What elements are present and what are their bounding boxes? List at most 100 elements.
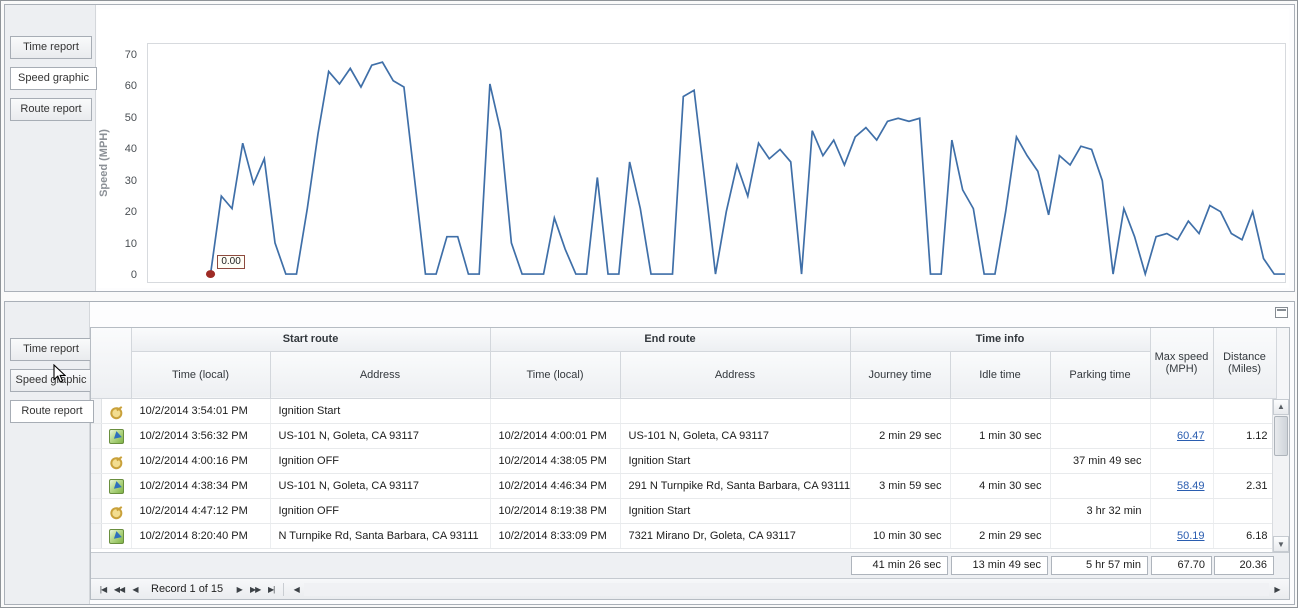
tab-speed-graphic[interactable]: Speed graphic xyxy=(10,369,92,392)
cell-journey-time: 3 min 59 sec xyxy=(850,473,951,499)
y-tick-label: 0 xyxy=(130,269,137,281)
cell-journey-time xyxy=(850,498,951,524)
hscroll-track[interactable] xyxy=(304,582,1269,596)
cell-end-time xyxy=(490,398,621,424)
column-header-journey-time[interactable]: Journey time xyxy=(850,351,951,399)
y-axis-title-text: Speed (MPH) xyxy=(98,129,110,197)
tab-label: Time report xyxy=(23,343,79,355)
cell-parking-time xyxy=(1050,398,1151,424)
summary-parking-time: 5 hr 57 min xyxy=(1051,556,1148,575)
cell-max-speed xyxy=(1150,398,1214,424)
column-header-end-address[interactable]: Address xyxy=(620,351,851,399)
cell-distance: 1.12 xyxy=(1213,423,1277,449)
summary-max-speed: 67.70 xyxy=(1151,556,1212,575)
tab-time-report[interactable]: Time report xyxy=(10,338,92,361)
grid-rows-area: 10/2/2014 3:54:01 PM Ignition Start 10/2… xyxy=(91,398,1289,552)
cell-parking-time xyxy=(1050,473,1151,499)
hscroll-left-icon[interactable]: ◀ xyxy=(293,584,300,594)
y-tick-label: 50 xyxy=(124,111,137,124)
tab-speed-graphic[interactable]: Speed graphic xyxy=(10,67,97,90)
cell-start-time: 10/2/2014 4:00:16 PM xyxy=(131,448,271,474)
table-row[interactable]: 10/2/2014 4:38:34 PM US-101 N, Goleta, C… xyxy=(91,473,1277,499)
cell-idle-time: 4 min 30 sec xyxy=(950,473,1051,499)
cell-journey-time xyxy=(850,398,951,424)
column-header-distance[interactable]: Distance (Miles) xyxy=(1213,328,1277,399)
row-indicator xyxy=(91,398,102,424)
start-marker xyxy=(205,270,216,279)
key-icon xyxy=(105,500,127,522)
table-row[interactable]: 10/2/2014 3:56:32 PM US-101 N, Goleta, C… xyxy=(91,423,1277,449)
horizontal-scrollbar[interactable]: ◀ ▶ xyxy=(288,579,1285,599)
group-header-start-route: Start route xyxy=(131,328,491,352)
speed-chart-svg xyxy=(205,44,1285,279)
route-icon xyxy=(108,428,124,444)
route-icon xyxy=(108,478,124,494)
speed-line xyxy=(211,62,1285,274)
max-speed-link[interactable]: 60.47 xyxy=(1176,430,1205,442)
route-report-grid: Start route End route Time info Max spee… xyxy=(90,327,1290,600)
tab-route-report[interactable]: Route report xyxy=(10,400,94,423)
scrollbar-thumb[interactable] xyxy=(1274,415,1288,456)
route-report-panel: Time report Speed graphic Route report S… xyxy=(4,301,1295,605)
prev-page-icon[interactable]: ◀◀ xyxy=(113,584,125,594)
cell-distance xyxy=(1213,398,1277,424)
row-indicator xyxy=(91,473,102,499)
cell-start-address: US-101 N, Goleta, CA 93117 xyxy=(270,423,491,449)
cell-journey-time: 2 min 29 sec xyxy=(850,423,951,449)
table-row[interactable]: 10/2/2014 4:47:12 PM Ignition OFF 10/2/2… xyxy=(91,498,1277,524)
cell-idle-time: 1 min 30 sec xyxy=(950,423,1051,449)
chart-plot-area: 0.00 xyxy=(147,43,1286,283)
maximize-icon[interactable] xyxy=(1275,307,1288,318)
column-header-parking-time[interactable]: Parking time xyxy=(1050,351,1151,399)
first-record-icon[interactable]: |◀ xyxy=(99,584,107,594)
cell-max-speed xyxy=(1150,448,1214,474)
cell-journey-time: 10 min 30 sec xyxy=(850,523,951,549)
vertical-scrollbar[interactable]: ▲ ▼ xyxy=(1272,398,1289,552)
cell-max-speed xyxy=(1150,498,1214,524)
prev-record-icon[interactable]: ◀ xyxy=(132,584,138,594)
column-header-end-time[interactable]: Time (local) xyxy=(490,351,621,399)
column-header-start-address[interactable]: Address xyxy=(270,351,491,399)
max-speed-link[interactable]: 58.49 xyxy=(1176,480,1205,492)
y-tick-label: 10 xyxy=(124,237,137,250)
cell-start-address: N Turnpike Rd, Santa Barbara, CA 93111 xyxy=(270,523,491,549)
cell-max-speed: 60.47 xyxy=(1150,423,1214,449)
row-indicator xyxy=(91,423,102,449)
cell-end-address: 7321 Mirano Dr, Goleta, CA 93117 xyxy=(620,523,851,549)
column-header-idle-time[interactable]: Idle time xyxy=(950,351,1051,399)
group-header-time-info: Time info xyxy=(850,328,1151,352)
table-row[interactable]: 10/2/2014 4:00:16 PM Ignition OFF 10/2/2… xyxy=(91,448,1277,474)
cell-start-address: Ignition OFF xyxy=(270,448,491,474)
row-indicator xyxy=(91,448,102,474)
report-tabstrip-bottom: Time report Speed graphic Route report xyxy=(5,302,94,604)
table-row[interactable]: 10/2/2014 3:54:01 PM Ignition Start xyxy=(91,398,1277,424)
cell-start-time: 10/2/2014 8:20:40 PM xyxy=(131,523,271,549)
cell-end-address: Ignition Start xyxy=(620,448,851,474)
cell-idle-time xyxy=(950,398,1051,424)
next-record-icon[interactable]: ▶ xyxy=(236,584,243,594)
summary-journey-time: 41 min 26 sec xyxy=(851,556,948,575)
cell-end-time: 10/2/2014 4:38:05 PM xyxy=(490,448,621,474)
scroll-up-icon[interactable]: ▲ xyxy=(1273,398,1289,415)
summary-idle-time: 13 min 49 sec xyxy=(951,556,1048,575)
y-tick-label: 20 xyxy=(124,206,137,219)
next-page-icon[interactable]: ▶▶ xyxy=(250,584,261,594)
tab-time-report[interactable]: Time report xyxy=(10,36,92,59)
column-header-max-speed[interactable]: Max speed (MPH) xyxy=(1150,328,1214,399)
tab-label: Speed graphic xyxy=(18,72,89,84)
tab-route-report[interactable]: Route report xyxy=(10,98,92,121)
scroll-down-icon[interactable]: ▼ xyxy=(1273,536,1289,552)
row-indicator xyxy=(91,523,102,549)
point-annotation: 0.00 xyxy=(217,254,245,269)
record-navigator: |◀ ◀◀ ◀ Record 1 of 15 ▶ ▶▶ ▶| ◀ ▶ xyxy=(91,578,1289,599)
tab-label: Speed graphic xyxy=(15,374,87,386)
cell-idle-time xyxy=(950,498,1051,524)
max-speed-link[interactable]: 50.19 xyxy=(1176,530,1205,542)
last-record-icon[interactable]: ▶| xyxy=(268,584,275,594)
y-axis-ticks: 0 10 20 30 40 50 60 70 xyxy=(111,43,143,283)
column-header-start-time[interactable]: Time (local) xyxy=(131,351,271,399)
table-row[interactable]: 10/2/2014 8:20:40 PM N Turnpike Rd, Sant… xyxy=(91,523,1277,549)
report-tabstrip-top: Time report Speed graphic Route report xyxy=(5,5,97,291)
hscroll-right-icon[interactable]: ▶ xyxy=(1274,584,1280,594)
